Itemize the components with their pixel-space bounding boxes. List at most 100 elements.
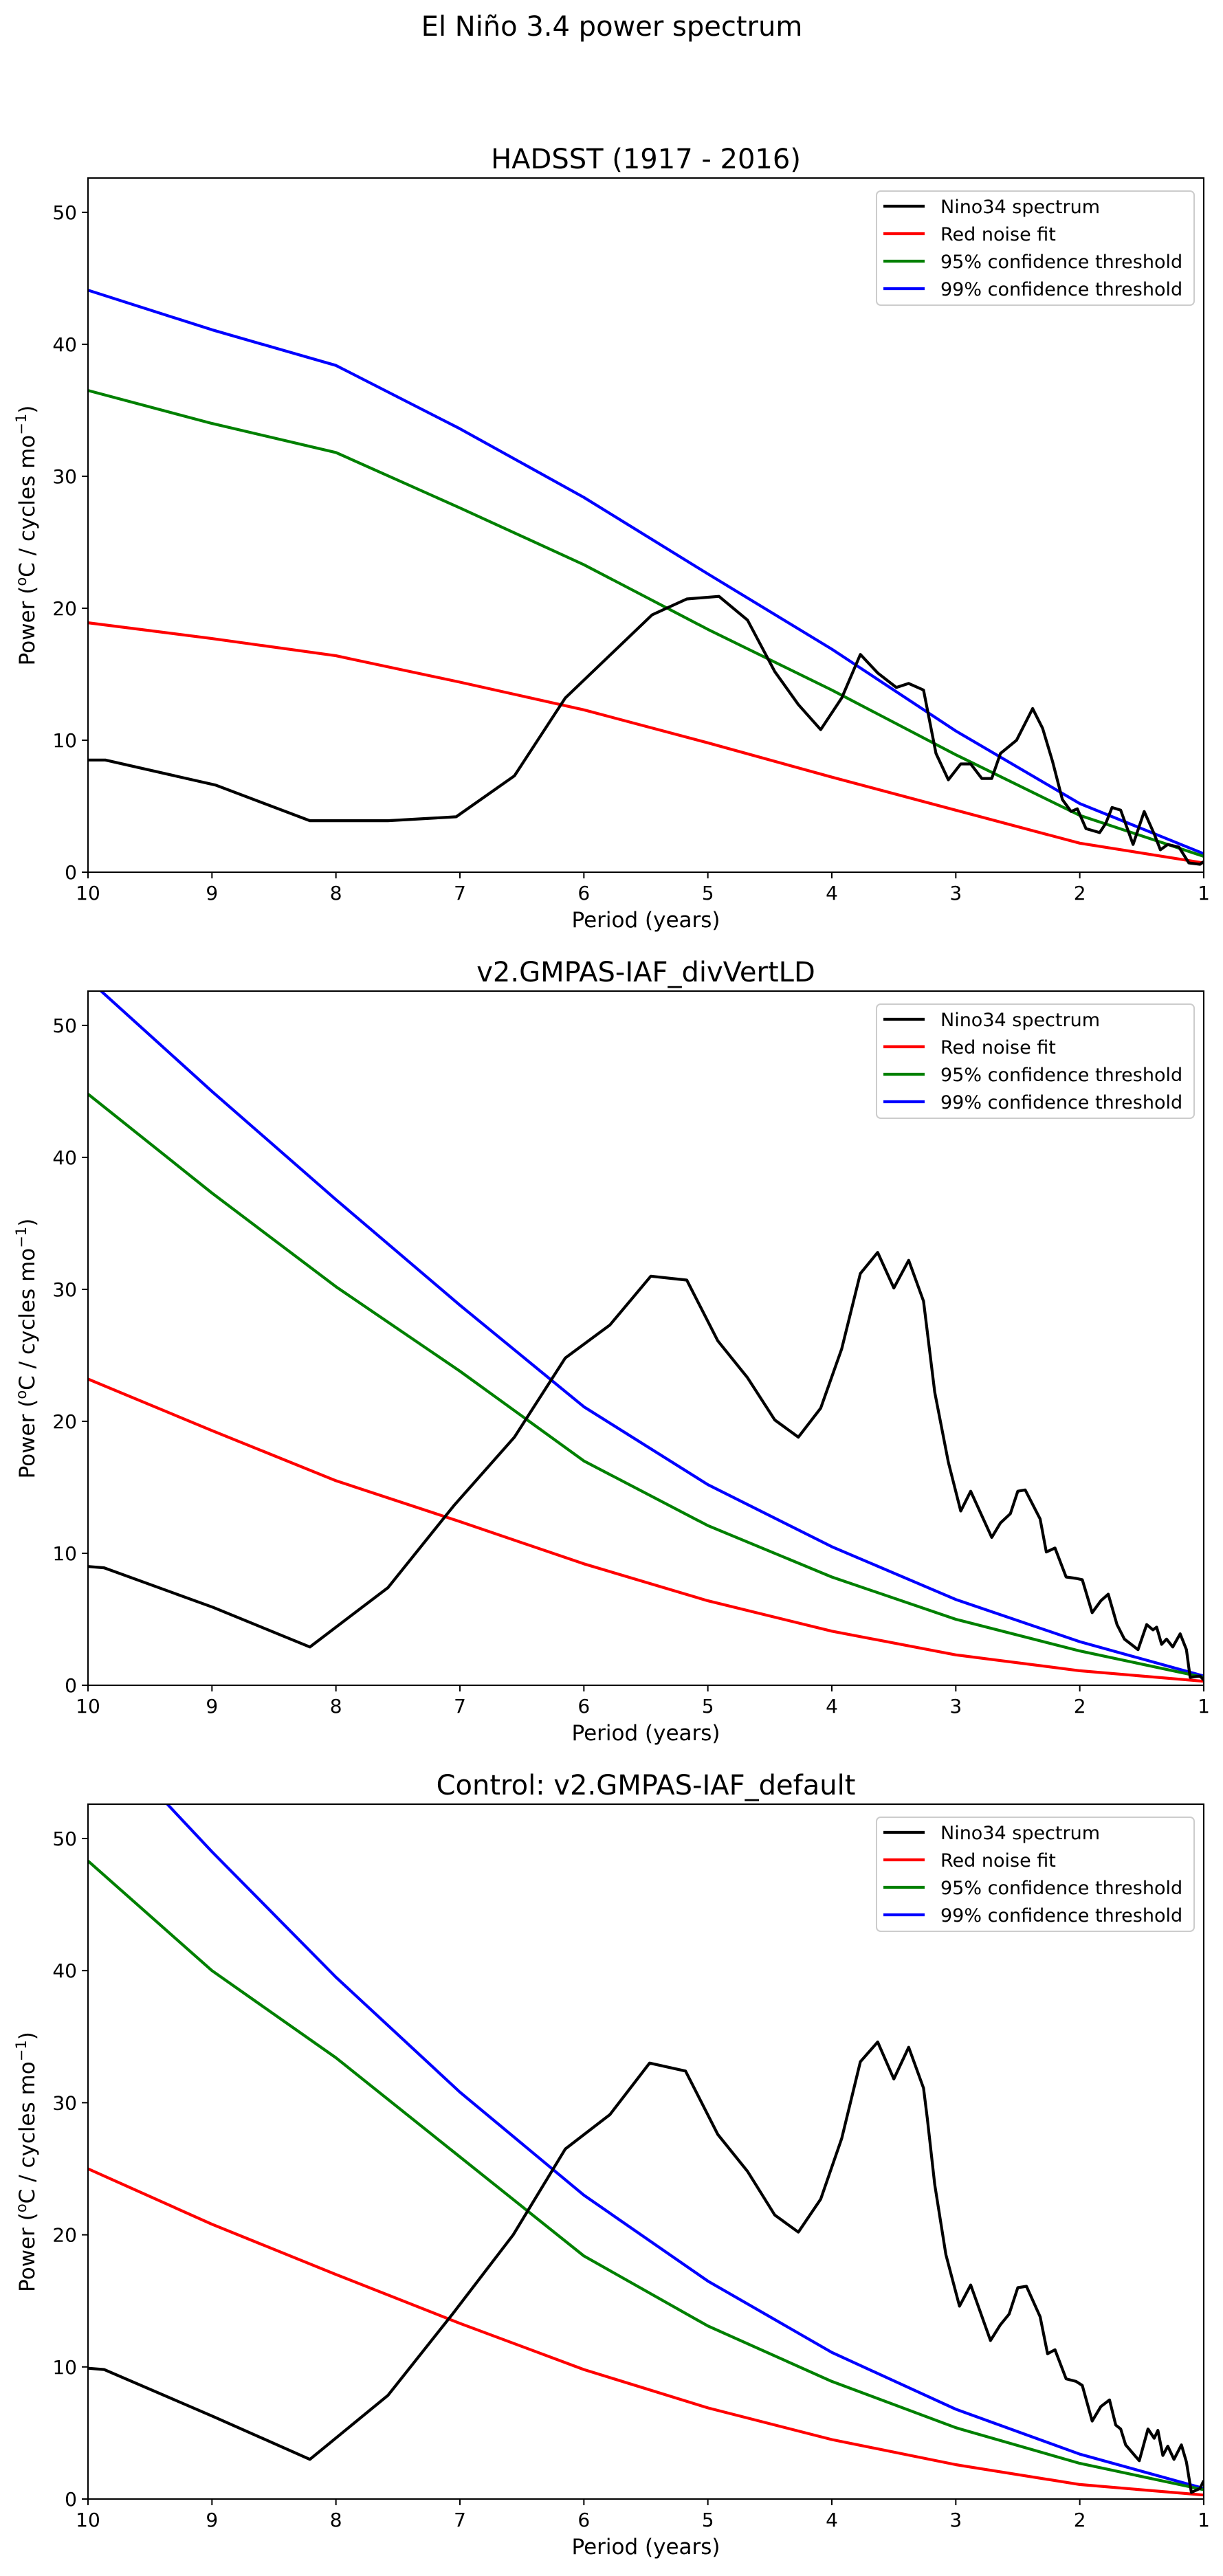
legend-label: 99% confidence threshold <box>940 279 1182 300</box>
chart-title: v2.GMPAS-IAF_divVertLD <box>476 957 815 988</box>
series-line-red-noise-fit <box>88 621 1204 865</box>
x-tick-label: 7 <box>454 1695 466 1718</box>
series-line-95-confidence-threshold <box>88 1093 1204 1679</box>
y-tick-label: 20 <box>52 597 77 620</box>
legend-label: Nino34 spectrum <box>940 1010 1100 1031</box>
y-axis-label-sup2: −1 <box>13 414 30 435</box>
y-tick-label: 0 <box>65 2488 77 2511</box>
legend-entry: 99% confidence threshold <box>883 1905 1182 1927</box>
y-tick-label: 10 <box>52 1542 77 1565</box>
legend-entry: Red noise fit <box>883 1037 1056 1058</box>
x-tick-label: 2 <box>1074 882 1086 904</box>
y-tick-label: 0 <box>65 1674 77 1697</box>
y-tick-label: 30 <box>52 465 77 488</box>
series-line-red-noise-fit <box>88 2167 1204 2497</box>
y-axis-label: Power (oC / cycles mo−1) <box>13 406 40 666</box>
x-tick-label: 6 <box>577 1695 590 1718</box>
axes-frame <box>87 1803 1204 2500</box>
y-axis-label-pre: Power ( <box>15 2212 40 2292</box>
y-axis-label-post: ) <box>15 406 40 414</box>
legend: Nino34 spectrum Red noise fit 95% confiden… <box>876 1817 1195 1932</box>
legend-entry: Nino34 spectrum <box>883 1823 1100 1844</box>
y-tick-label: 50 <box>52 1014 77 1037</box>
x-tick-label: 4 <box>826 2509 838 2531</box>
legend-label: Red noise fit <box>940 224 1056 245</box>
x-tick-label: 9 <box>206 1695 218 1718</box>
y-tick-label: 30 <box>52 1278 77 1301</box>
x-tick-label: 2 <box>1074 1695 1086 1718</box>
y-tick-label: 20 <box>52 2224 77 2247</box>
y-axis-label: Power (oC / cycles mo−1) <box>13 2032 40 2292</box>
legend-entry: 95% confidence threshold <box>883 252 1182 273</box>
x-tick-label: 3 <box>949 1695 962 1718</box>
y-axis-label-post: ) <box>15 2032 40 2040</box>
legend-entry: Nino34 spectrum <box>883 197 1100 218</box>
plot-area <box>88 991 1204 1683</box>
x-tick-label: 9 <box>206 2509 218 2531</box>
plot-area <box>88 1804 1204 2497</box>
x-tick-label: 10 <box>76 882 100 904</box>
axes-frame <box>87 177 1204 873</box>
x-tick-label: 8 <box>330 882 342 904</box>
x-tick-label: 1 <box>1198 882 1210 904</box>
legend-label: Nino34 spectrum <box>940 197 1100 218</box>
x-tick-label: 5 <box>702 2509 714 2531</box>
series-line-95-confidence-threshold <box>88 1860 1204 2491</box>
series-line-nino34-spectrum <box>88 2040 1204 2494</box>
x-axis-label: Period (years) <box>571 2535 720 2560</box>
legend-label: 99% confidence threshold <box>940 1905 1182 1927</box>
y-axis-label: Power (oC / cycles mo−1) <box>13 1219 40 1479</box>
y-tick-label: 20 <box>52 1410 77 1433</box>
x-tick-label: 4 <box>826 882 838 904</box>
y-axis-label-pre: Power ( <box>15 1399 40 1479</box>
legend: Nino34 spectrum Red noise fit 95% confiden… <box>876 1003 1195 1119</box>
y-axis-label-sup1: o <box>13 2203 30 2212</box>
x-tick-label: 4 <box>826 1695 838 1718</box>
x-tick-label: 1 <box>1198 2509 1210 2531</box>
legend-box <box>876 1003 1195 1119</box>
y-tick-label: 30 <box>52 2091 77 2114</box>
x-tick-label: 9 <box>206 882 218 904</box>
x-tick-label: 10 <box>76 2509 100 2531</box>
x-tick-label: 3 <box>949 882 962 904</box>
x-tick-label: 8 <box>330 2509 342 2531</box>
legend-label: Red noise fit <box>940 1850 1056 1872</box>
plot-area <box>88 289 1204 866</box>
x-tick-label: 6 <box>577 2509 590 2531</box>
series-line-nino34-spectrum <box>88 595 1204 866</box>
x-tick-label: 5 <box>702 1695 714 1718</box>
y-tick-label: 40 <box>52 1959 77 1982</box>
chart-title: Control: v2.GMPAS-IAF_default <box>437 1770 856 1801</box>
legend-entry: 95% confidence threshold <box>883 1878 1182 1899</box>
series-line-red-noise-fit <box>88 1377 1204 1683</box>
chart-title: HADSST (1917 - 2016) <box>491 144 801 175</box>
y-axis-label-mid: C / cycles mo <box>15 435 40 577</box>
y-axis-label-sup2: −1 <box>13 1227 30 1248</box>
legend-entry: 99% confidence threshold <box>883 1092 1182 1113</box>
x-tick-label: 1 <box>1198 1695 1210 1718</box>
y-tick-label: 40 <box>52 333 77 356</box>
x-tick-label: 5 <box>702 882 714 904</box>
legend: Nino34 spectrum Red noise fit 95% confiden… <box>876 190 1195 306</box>
legend-entry: Nino34 spectrum <box>883 1010 1100 1031</box>
legend-label: Red noise fit <box>940 1037 1056 1058</box>
legend-box <box>876 1817 1195 1932</box>
y-tick-label: 50 <box>52 201 77 224</box>
x-axis-label: Period (years) <box>571 908 720 933</box>
x-tick-label: 8 <box>330 1695 342 1718</box>
y-tick-label: 10 <box>52 729 77 752</box>
y-tick-label: 0 <box>65 861 77 884</box>
legend-label: 99% confidence threshold <box>940 1092 1182 1113</box>
legend-entry: 99% confidence threshold <box>883 279 1182 300</box>
x-axis-label: Period (years) <box>571 1721 720 1746</box>
legend-label: 95% confidence threshold <box>940 252 1182 273</box>
x-tick-label: 7 <box>454 882 466 904</box>
x-tick-label: 7 <box>454 2509 466 2531</box>
x-tick-label: 3 <box>949 2509 962 2531</box>
series-line-99-confidence-threshold <box>98 991 1204 1678</box>
y-axis-label-sup1: o <box>13 1390 30 1399</box>
series-line-99-confidence-threshold <box>88 289 1204 856</box>
